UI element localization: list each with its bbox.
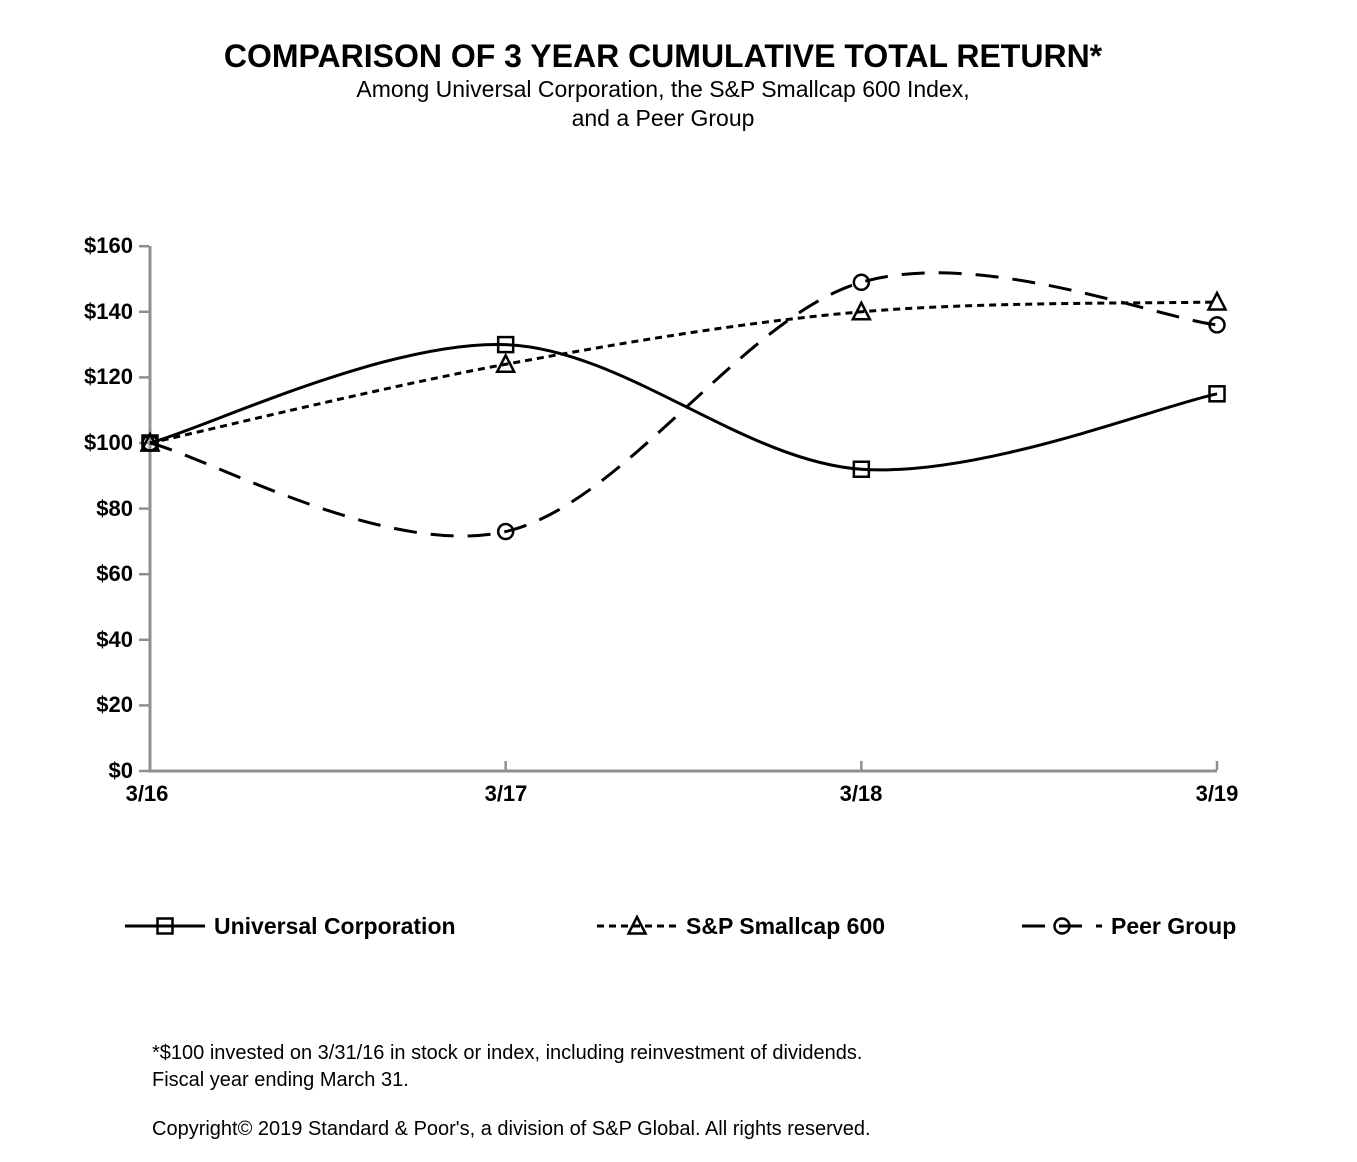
legend-label-sp-smallcap-600: S&P Smallcap 600 — [686, 912, 886, 939]
ytick-label-60: $60 — [96, 561, 133, 586]
data-point-marker-triangle — [1206, 290, 1228, 311]
series-line-square — [149, 343, 1218, 472]
legend-swatch-dashed-circle-icon — [1022, 917, 1102, 935]
data-point-marker-circle — [852, 273, 871, 292]
legend-swatch-dotted-triangle-icon — [597, 914, 677, 935]
series-line-circle — [149, 271, 1218, 538]
footnote-line1: *$100 invested on 3/31/16 in stock or in… — [152, 1042, 863, 1064]
ytick-label-20: $20 — [96, 692, 133, 717]
chart-legend: Universal Corporation S&P Smallcap 600 P… — [0, 912, 1357, 940]
xtick-label-317: 3/17 — [484, 781, 528, 806]
line-chart-plot — [139, 244, 1228, 773]
data-point-marker-square — [496, 335, 515, 354]
xtick-label-316: 3/16 — [125, 781, 169, 806]
ytick-label-100: $100 — [84, 430, 133, 455]
ytick-label-80: $80 — [96, 496, 133, 521]
data-point-marker-circle — [496, 522, 515, 541]
chart-subtitle-line2: and a Peer Group — [571, 105, 755, 131]
legend-item-sp-smallcap-600: S&P Smallcap 600 — [597, 912, 885, 940]
data-point-marker-triangle — [495, 352, 517, 374]
legend-label-universal-corporation: Universal Corporation — [214, 912, 456, 939]
ytick-label-120: $120 — [84, 364, 133, 389]
ytick-label-140: $140 — [84, 299, 133, 324]
data-point-marker-triangle — [850, 300, 872, 321]
legend-marker-circle-icon — [1053, 917, 1071, 935]
chart-title: COMPARISON OF 3 YEAR CUMULATIVE TOTAL RE… — [223, 38, 1103, 74]
ytick-label-0: $0 — [108, 758, 133, 783]
legend-marker-square-icon — [156, 917, 174, 935]
legend-label-peer-group: Peer Group — [1111, 912, 1237, 939]
footnotes: *$100 invested on 3/31/16 in stock or in… — [152, 1040, 862, 1094]
data-point-marker-square — [1208, 385, 1226, 403]
chart-subtitle-line1: Among Universal Corporation, the S&P Sma… — [356, 76, 970, 102]
copyright-line: Copyright© 2019 Standard & Poor's, a div… — [152, 1118, 871, 1140]
legend-item-peer-group: Peer Group — [1022, 912, 1236, 940]
data-point-marker-circle — [1208, 316, 1226, 334]
legend-item-universal-corporation: Universal Corporation — [125, 912, 456, 940]
xtick-label-318: 3/18 — [839, 781, 883, 806]
ytick-label-160: $160 — [84, 233, 133, 258]
legend-swatch-solid-square-icon — [125, 917, 205, 935]
data-point-marker-circle — [141, 434, 159, 452]
xtick-label-319: 3/19 — [1195, 781, 1239, 806]
data-point-marker-square — [852, 460, 871, 478]
series-line-triangle — [149, 300, 1218, 445]
ytick-label-40: $40 — [96, 627, 133, 652]
legend-marker-triangle-icon — [626, 914, 648, 935]
footnote-line2: Fiscal year ending March 31. — [152, 1069, 409, 1091]
